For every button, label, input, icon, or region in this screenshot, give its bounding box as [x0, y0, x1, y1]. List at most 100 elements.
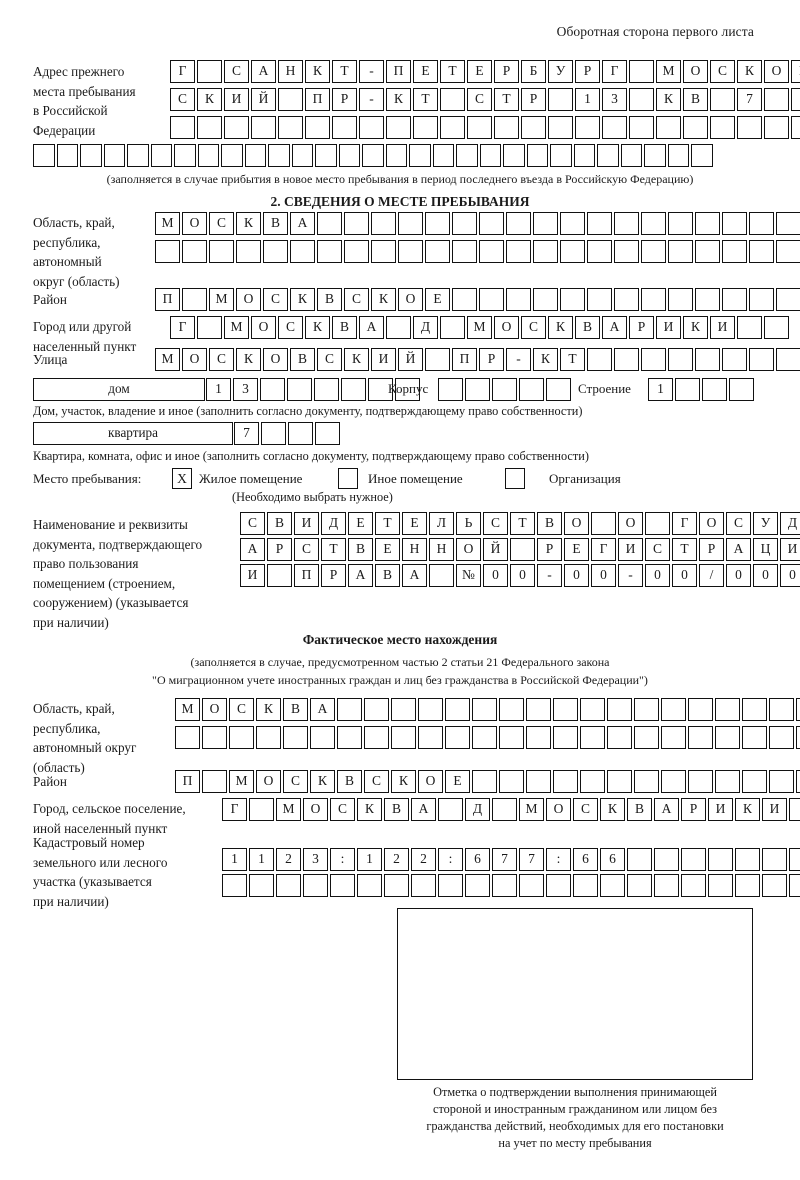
char-cell[interactable] — [332, 116, 357, 139]
char-cell[interactable] — [445, 698, 470, 721]
char-cell[interactable]: С — [278, 316, 303, 339]
char-cell[interactable] — [749, 288, 774, 311]
char-cell[interactable] — [175, 726, 200, 749]
char-cell[interactable]: С — [364, 770, 389, 793]
char-cell[interactable] — [341, 378, 366, 401]
char-cell[interactable] — [791, 116, 800, 139]
char-cell[interactable]: И — [708, 798, 733, 821]
char-cell[interactable]: П — [305, 88, 330, 111]
char-cell[interactable]: Р — [332, 88, 357, 111]
char-cell[interactable]: Р — [479, 348, 504, 371]
char-cell[interactable] — [385, 144, 407, 167]
char-cell[interactable] — [492, 874, 517, 897]
char-cell[interactable] — [391, 698, 416, 721]
char-cell[interactable] — [452, 288, 477, 311]
char-cell[interactable]: О — [398, 288, 423, 311]
char-cell[interactable] — [472, 770, 497, 793]
char-cell[interactable]: Р — [521, 88, 546, 111]
char-cell[interactable] — [602, 116, 627, 139]
char-cell[interactable]: В — [537, 512, 562, 535]
char-cell[interactable] — [533, 240, 558, 263]
char-cell[interactable]: 0 — [672, 564, 697, 587]
char-cell[interactable] — [749, 348, 774, 371]
char-cell[interactable] — [236, 240, 261, 263]
char-cell[interactable]: О — [251, 316, 276, 339]
char-cell[interactable]: Т — [672, 538, 697, 561]
char-cell[interactable]: С — [240, 512, 265, 535]
char-cell[interactable]: К — [386, 88, 411, 111]
char-cell[interactable]: В — [317, 288, 342, 311]
char-cell[interactable]: Д — [465, 798, 490, 821]
char-cell[interactable]: 3 — [602, 88, 627, 111]
char-cell[interactable]: Р — [575, 60, 600, 83]
char-cell[interactable]: К — [256, 698, 281, 721]
char-cell[interactable]: О — [202, 698, 227, 721]
char-cell[interactable] — [710, 116, 735, 139]
char-cell[interactable]: К — [683, 316, 708, 339]
char-cell[interactable]: Т — [321, 538, 346, 561]
checkbox-other-premises[interactable] — [338, 468, 358, 489]
char-cell[interactable] — [614, 288, 639, 311]
char-cell[interactable] — [506, 240, 531, 263]
char-cell[interactable]: А — [251, 60, 276, 83]
char-cell[interactable]: Й — [483, 538, 508, 561]
char-cell[interactable] — [429, 564, 454, 587]
char-cell[interactable]: К — [600, 798, 625, 821]
char-cell[interactable]: - — [618, 564, 643, 587]
char-cell[interactable]: Г — [672, 512, 697, 535]
char-cell[interactable] — [209, 240, 234, 263]
char-cell[interactable] — [681, 848, 706, 871]
char-cell[interactable] — [587, 240, 612, 263]
char-cell[interactable] — [362, 144, 384, 167]
char-cell[interactable]: И — [294, 512, 319, 535]
char-cell[interactable] — [548, 116, 573, 139]
char-cell[interactable]: М — [519, 798, 544, 821]
char-cell[interactable] — [681, 874, 706, 897]
char-cell[interactable] — [722, 288, 747, 311]
char-cell[interactable]: П — [155, 288, 180, 311]
char-cell[interactable]: Д — [321, 512, 346, 535]
char-cell[interactable]: Т — [560, 348, 585, 371]
korpus-cells[interactable] — [438, 378, 573, 401]
char-cell[interactable] — [762, 874, 787, 897]
char-cell[interactable]: 0 — [483, 564, 508, 587]
char-cell[interactable]: 7 — [234, 422, 259, 445]
char-cell[interactable]: С — [263, 288, 288, 311]
char-cell[interactable] — [364, 726, 389, 749]
char-cell[interactable]: Е — [348, 512, 373, 535]
char-cell[interactable]: Е — [402, 512, 427, 535]
char-cell[interactable] — [317, 212, 342, 235]
char-cell[interactable] — [553, 726, 578, 749]
char-cell[interactable] — [560, 240, 585, 263]
char-cell[interactable]: А — [290, 212, 315, 235]
prev-address-row-3[interactable] — [170, 116, 800, 139]
char-cell[interactable] — [587, 288, 612, 311]
char-cell[interactable] — [357, 874, 382, 897]
char-cell[interactable]: В — [375, 564, 400, 587]
char-cell[interactable]: Р — [494, 60, 519, 83]
char-cell[interactable]: К — [391, 770, 416, 793]
char-cell[interactable]: П — [452, 348, 477, 371]
char-cell[interactable] — [749, 212, 774, 235]
char-cell[interactable] — [591, 512, 616, 535]
section2-region-row-2[interactable] — [155, 240, 800, 263]
char-cell[interactable] — [452, 240, 477, 263]
cadastre-row-2[interactable] — [222, 874, 800, 897]
char-cell[interactable]: 0 — [753, 564, 778, 587]
char-cell[interactable]: С — [209, 348, 234, 371]
char-cell[interactable] — [769, 698, 794, 721]
char-cell[interactable] — [597, 144, 619, 167]
char-cell[interactable]: К — [290, 288, 315, 311]
char-cell[interactable]: 0 — [510, 564, 535, 587]
char-cell[interactable] — [386, 316, 411, 339]
char-cell[interactable]: Т — [413, 88, 438, 111]
char-cell[interactable] — [197, 316, 222, 339]
stamp-box[interactable] — [397, 908, 753, 1080]
char-cell[interactable] — [634, 726, 659, 749]
char-cell[interactable]: 1 — [206, 378, 231, 401]
char-cell[interactable] — [641, 288, 666, 311]
char-cell[interactable]: К — [305, 316, 330, 339]
char-cell[interactable] — [499, 726, 524, 749]
char-cell[interactable]: Г — [222, 798, 247, 821]
char-cell[interactable] — [715, 698, 740, 721]
